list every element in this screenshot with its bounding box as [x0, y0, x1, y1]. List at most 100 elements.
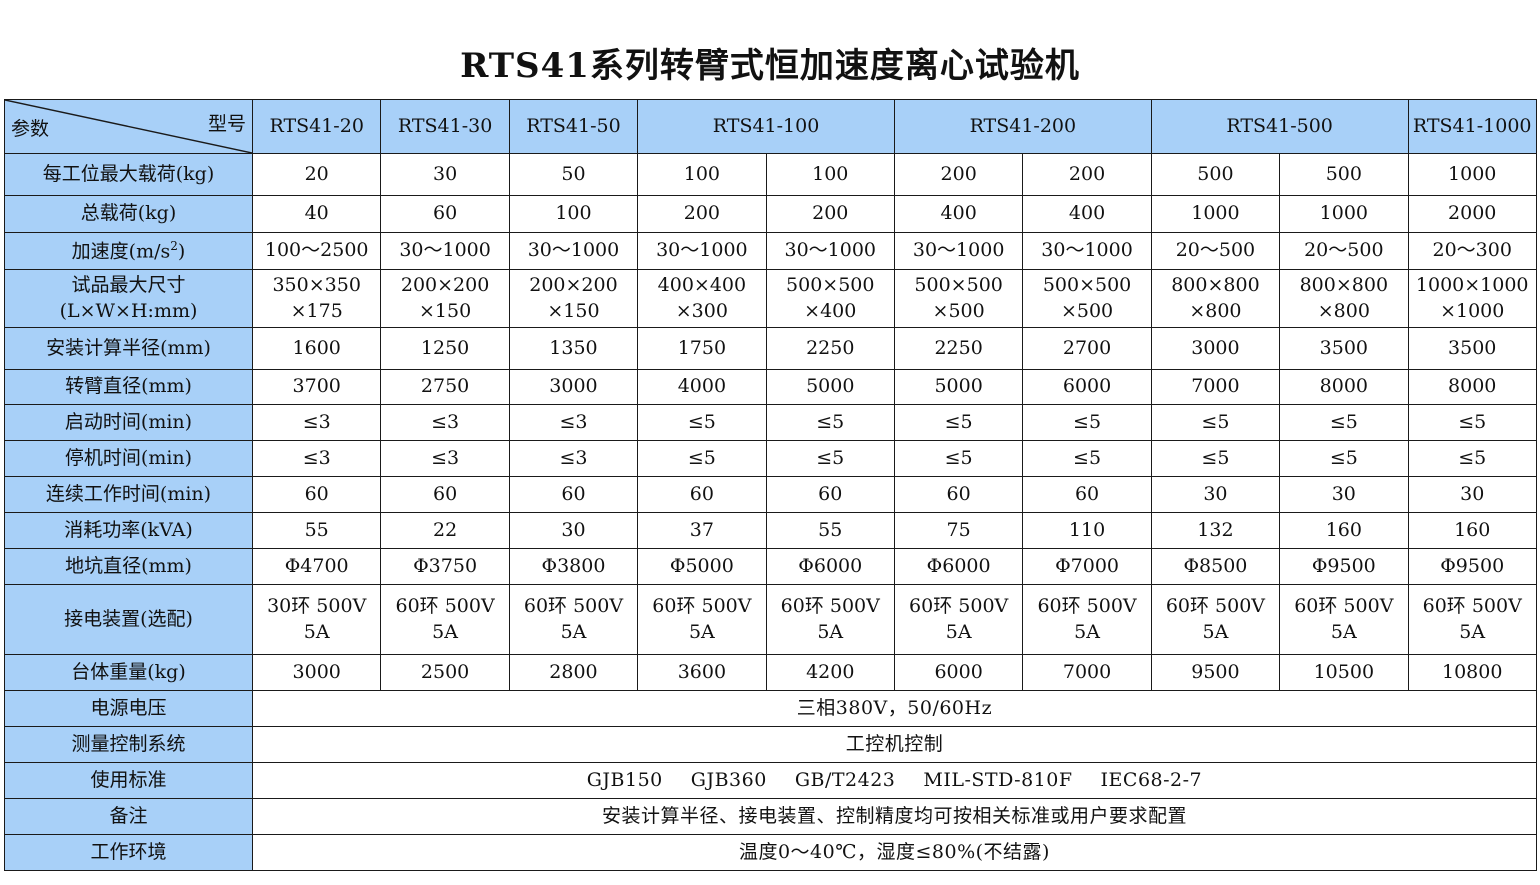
table-cell: 8000	[1407, 369, 1537, 405]
cell-line: 60环 500V	[652, 594, 752, 617]
table-cell: ≤3	[251, 404, 382, 441]
table-cell: 200	[1022, 153, 1152, 196]
table-cell: 1000	[1150, 195, 1281, 233]
merged-cell: 温度0～40℃，湿度≤80%(不结露)	[252, 834, 1537, 871]
table-cell: 30	[1279, 476, 1409, 513]
table-cell: 500×500 ×500	[893, 269, 1024, 328]
table-cell: Φ6000	[765, 548, 895, 585]
table-cell: 75	[893, 512, 1024, 549]
table-cell: 1000×1000 ×1000	[1407, 269, 1537, 328]
table-cell: 3500	[1279, 327, 1409, 370]
table-cell: 30	[380, 153, 510, 196]
row-label: 电源电压	[4, 690, 253, 727]
cell-line: 5A	[1074, 620, 1100, 643]
row-label: 试品最大尺寸 (L×W×H:mm)	[4, 269, 253, 328]
cell-line: 60环 500V	[1165, 594, 1266, 617]
cell-line: 5A	[817, 620, 844, 643]
model-header-rts41-30: RTS41-30	[380, 99, 510, 154]
table-cell: ≤5	[893, 404, 1024, 441]
cell-line: 60环 500V	[395, 594, 495, 617]
row-label: 地坑直径(mm)	[4, 548, 253, 585]
table-cell: 100	[508, 195, 639, 233]
table-cell: 40	[251, 195, 382, 233]
table-cell: 1750	[637, 327, 767, 370]
table-cell: ≤5	[893, 440, 1024, 477]
cell-line: 60环 500V	[909, 594, 1009, 617]
corner-model-label: 型号	[207, 113, 246, 135]
table-cell: 10500	[1279, 654, 1409, 691]
row-label: 启动时间(min)	[4, 404, 253, 441]
table-cell: 1250	[380, 327, 510, 370]
cell-line: 200×200	[529, 273, 618, 296]
cell-line: ×150	[418, 299, 472, 322]
table-cell: 4200	[765, 654, 895, 691]
table-cell: 60环 500V 5A	[893, 584, 1024, 655]
row-label: 测量控制系统	[4, 726, 253, 763]
cell-line: 60环 500V	[523, 594, 624, 617]
table-cell: 20	[251, 153, 382, 196]
table-cell: 400	[893, 195, 1024, 233]
table-cell: ≤3	[380, 440, 510, 477]
merged-row: 测量控制系统 工控机控制	[4, 726, 1537, 763]
table-cell: 30～1000	[508, 232, 639, 270]
row-label: 工作环境	[4, 834, 253, 871]
cell-line: 60环 500V	[1294, 594, 1394, 617]
table-row: 接电装置(选配) 30环 500V 5A 60环 500V 5A 60环 500V 5A 60…	[4, 584, 1537, 655]
row-label: 加速度(m/s2)	[4, 232, 253, 270]
model-header-rts41-20: RTS41-20	[251, 99, 382, 154]
table-cell: 60环 500V 5A	[1407, 584, 1537, 655]
cell-line: 1000×1000	[1415, 273, 1529, 296]
table-cell: 400×400 ×300	[637, 269, 767, 328]
cell-line: 5A	[1330, 620, 1357, 643]
table-cell: ≤5	[1150, 440, 1281, 477]
row-label: 备注	[4, 798, 253, 835]
table-row: 启动时间(min) ≤3 ≤3 ≤3 ≤5 ≤5 ≤5 ≤5 ≤5 ≤5 ≤5	[4, 404, 1537, 441]
table-cell: 6000	[1022, 369, 1152, 405]
table-cell: Φ5000	[637, 548, 767, 585]
table-cell: ≤5	[637, 440, 767, 477]
table-cell: 10800	[1407, 654, 1537, 691]
row-label: 总载荷(kg)	[4, 195, 253, 233]
table-cell: 800×800 ×800	[1150, 269, 1281, 328]
table-cell: Φ3750	[380, 548, 510, 585]
table-cell: 7000	[1150, 369, 1281, 405]
table-row: 安装计算半径(mm) 1600 1250 1350 1750 2250 2250 2700 30…	[4, 327, 1537, 370]
model-header-rts41-100: RTS41-100	[637, 99, 895, 154]
cell-line: ×500	[932, 299, 985, 322]
table-cell: 6000	[893, 654, 1024, 691]
table-cell: 2700	[1022, 327, 1152, 370]
table-cell: 3700	[251, 369, 382, 405]
table-cell: ≤3	[508, 440, 639, 477]
table-cell: 60	[637, 476, 767, 513]
table-cell: 100	[765, 153, 895, 196]
table-cell: ≤5	[1022, 440, 1152, 477]
corner-param-label: 参数	[11, 118, 50, 141]
table-cell: 30	[1150, 476, 1281, 513]
table-cell: 60	[251, 476, 382, 513]
cell-line: 5A	[432, 620, 458, 643]
cell-line: ×175	[290, 299, 343, 322]
cell-line: ×150	[547, 299, 600, 322]
table-row: 试品最大尺寸 (L×W×H:mm) 350×350 ×175 200×200 ×150 20…	[4, 269, 1537, 328]
row-label: 连续工作时间(min)	[4, 476, 253, 513]
table-cell: 1000	[1407, 153, 1537, 196]
table-row: 每工位最大载荷(kg) 20 30 50 100 100 200 200 500 500 1000	[4, 153, 1537, 196]
table-cell: ≤5	[637, 404, 767, 441]
spec-table: 参数 型号 RTS41-20 RTS41-30 RTS41-50 RTS41-100 RTS…	[4, 99, 1537, 871]
merged-cell: 安装计算半径、接电装置、控制精度均可按相关标准或用户要求配置	[252, 798, 1537, 835]
table-cell: 30	[508, 512, 639, 549]
table-cell: 60	[765, 476, 895, 513]
table-cell: ≤5	[1407, 404, 1537, 441]
model-header-rts41-1000: RTS41-1000	[1407, 99, 1537, 154]
table-cell: 350×350 ×175	[251, 269, 382, 328]
table-cell: 4000	[637, 369, 767, 405]
table-cell: 60环 500V 5A	[380, 584, 510, 655]
table-cell: 60环 500V 5A	[1150, 584, 1281, 655]
row-label: 停机时间(min)	[4, 440, 253, 477]
table-cell: 30～1000	[637, 232, 767, 270]
table-cell: 3000	[1150, 327, 1281, 370]
table-cell: 500×500 ×400	[765, 269, 895, 328]
table-cell: 500	[1150, 153, 1281, 196]
cell-line: 200×200	[400, 273, 490, 296]
cell-line: ×500	[1060, 299, 1114, 322]
